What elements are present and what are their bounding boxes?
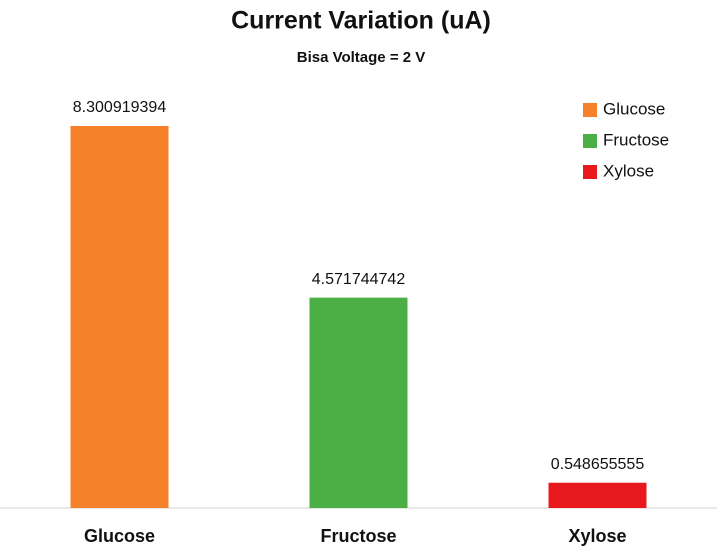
x-tick-label: Fructose	[320, 526, 396, 546]
x-tick-label: Glucose	[84, 526, 155, 546]
legend-label: Glucose	[603, 99, 665, 118]
bar	[548, 482, 647, 508]
x-tick-label: Xylose	[568, 526, 626, 546]
value-label: 0.548655555	[551, 456, 645, 473]
legend-label: Fructose	[603, 130, 669, 149]
chart-subtitle: Bisa Voltage = 2 V	[297, 49, 426, 66]
value-label: 8.300919394	[73, 99, 167, 116]
bar	[309, 297, 408, 508]
legend-label: Xylose	[603, 161, 654, 180]
bar	[70, 126, 169, 508]
legend-swatch	[583, 165, 597, 179]
legend-swatch	[583, 134, 597, 148]
chart-title: Current Variation (uA)	[231, 7, 491, 35]
legend-swatch	[583, 103, 597, 117]
value-label: 4.571744742	[312, 271, 406, 288]
